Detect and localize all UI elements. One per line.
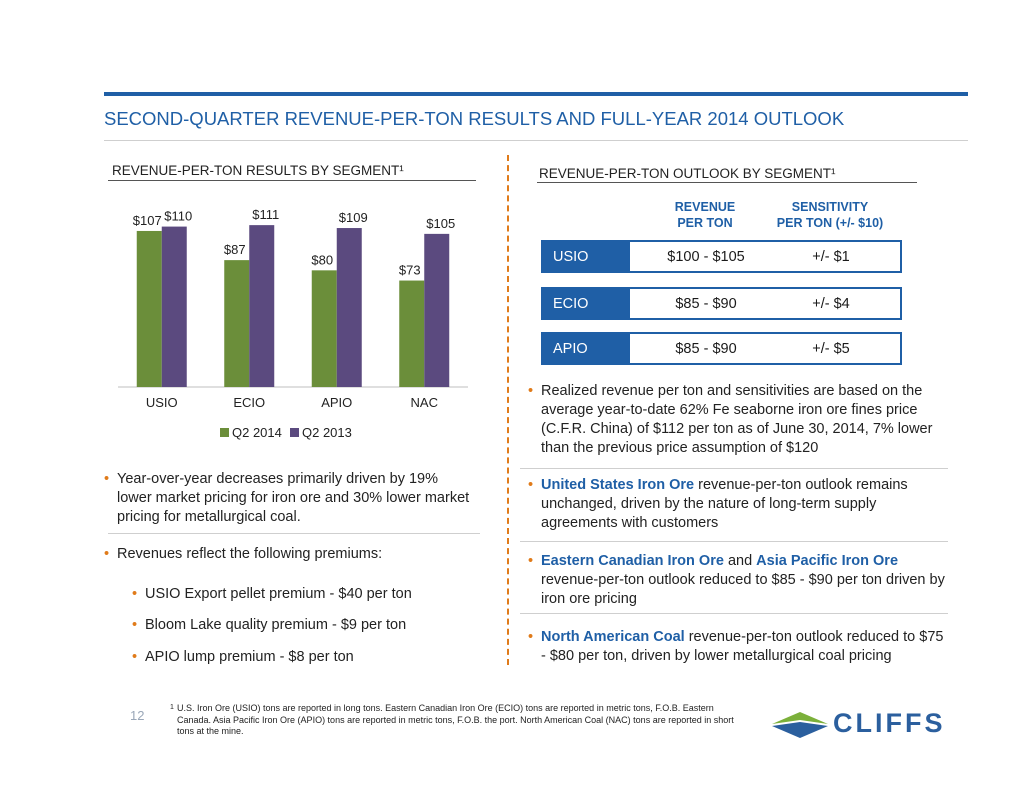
revenue-range: $85 - $90 — [675, 295, 737, 312]
bullet-dot: • — [528, 629, 534, 645]
right-section-heading: REVENUE-PER-TON OUTLOOK BY SEGMENT¹ — [539, 166, 836, 181]
revenue-range: $100 - $105 — [667, 248, 745, 265]
bar-apio-q2-2013 — [336, 228, 362, 387]
data-label: $107 — [133, 213, 162, 228]
sensitivity-value: +/- $1 — [812, 248, 850, 265]
and-text: and — [723, 553, 757, 569]
bullet-dot: • — [104, 546, 110, 562]
left-bullet-rule — [108, 533, 480, 534]
right-bullet-4-text: revenue-per-ton outlook reduced to $75 -… — [541, 629, 944, 664]
col-head-revenue: REVENUE PER TON — [674, 200, 736, 230]
revenue-per-ton-bar-chart: $107 $110 USIO $87 $111 ECIO $80 $109 APIO $73 $10… — [118, 207, 468, 440]
footnote-text: U.S. Iron Ore (USIO) tons are reported i… — [177, 703, 734, 736]
right-bullet-2-text: revenue-per-ton outlook remains unchange… — [541, 477, 908, 531]
top-accent-bar — [104, 92, 968, 96]
revenue-range: $85 - $90 — [675, 340, 737, 357]
data-label: $109 — [339, 210, 368, 225]
sensitivity-value: +/- $4 — [812, 295, 850, 312]
ecio-highlight: Eastern Canadian Iron Ore — [541, 553, 724, 569]
data-label: $105 — [426, 216, 455, 231]
bar-ecio-q2-2013 — [249, 225, 275, 387]
x-tick-label: ECIO — [233, 395, 265, 410]
bar-ecio-q2-2014 — [224, 260, 250, 387]
right-rule-2 — [520, 541, 948, 542]
cliffs-logo-mark — [772, 712, 828, 738]
legend-swatch — [220, 428, 229, 437]
bullet-dot: • — [528, 477, 534, 493]
left-bullet-2-text: Revenues reflect the following premiums: — [117, 546, 383, 562]
premium-item-text: Bloom Lake quality premium - $9 per ton — [145, 617, 407, 633]
left-section-heading: REVENUE-PER-TON RESULTS BY SEGMENT¹ — [112, 163, 404, 178]
segment-label: USIO — [541, 240, 630, 273]
outlook-row-apio: APIO $85 - $90 +/- $5 — [541, 332, 902, 365]
data-label: $73 — [399, 263, 421, 278]
bullet-dot: • — [132, 649, 138, 665]
legend-swatch — [290, 428, 299, 437]
x-tick-label: NAC — [411, 395, 438, 410]
data-label: $87 — [224, 242, 246, 257]
bullet-dot: • — [132, 586, 138, 602]
right-bullet-2: • United States Iron Ore revenue-per-ton… — [528, 476, 946, 533]
right-bullet-3-text: revenue-per-ton outlook reduced to $85 -… — [541, 572, 945, 607]
segment-label: ECIO — [541, 287, 630, 320]
premium-item-bloom-lake: • Bloom Lake quality premium - $9 per to… — [132, 616, 465, 635]
left-heading-rule — [108, 180, 476, 181]
right-rule-3 — [520, 613, 948, 614]
right-heading-rule — [537, 182, 917, 183]
bullet-dot: • — [528, 553, 534, 569]
bullet-dot: • — [528, 383, 534, 399]
page-number: 12 — [130, 708, 145, 723]
bar-usio-q2-2013 — [161, 226, 187, 387]
left-bullet-1: • Year-over-year decreases primarily dri… — [104, 470, 472, 527]
footnote: 1 U.S. Iron Ore (USIO) tons are reported… — [170, 703, 740, 738]
legend-label: Q2 2014 — [232, 425, 282, 440]
page-title: SECOND-QUARTER REVENUE-PER-TON RESULTS A… — [104, 108, 845, 129]
cliffs-logo-text: CLIFFS — [833, 708, 946, 738]
outlook-row-ecio: ECIO $85 - $90 +/- $4 — [541, 287, 902, 320]
premium-item-text: APIO lump premium - $8 per ton — [145, 649, 354, 665]
footnote-marker: 1 — [170, 704, 174, 711]
premium-item-text: USIO Export pellet premium - $40 per ton — [145, 586, 412, 602]
right-bullet-3: • Eastern Canadian Iron Ore and Asia Pac… — [528, 552, 946, 609]
x-tick-label: APIO — [321, 395, 352, 410]
x-tick-label: USIO — [146, 395, 178, 410]
left-bullet-1-text: Year-over-year decreases primarily drive… — [117, 471, 470, 525]
right-bullet-1-text: Realized revenue per ton and sensitiviti… — [541, 383, 933, 456]
col-head-sensitivity: SENSITIVITY PER TON (+/- $10) — [776, 200, 884, 230]
data-label: $111 — [252, 207, 279, 222]
section-divider — [507, 155, 509, 665]
left-bullet-2: • Revenues reflect the following premium… — [104, 545, 472, 564]
nac-highlight: North American Coal — [541, 629, 685, 645]
bullet-dot: • — [104, 471, 110, 487]
apio-highlight: Asia Pacific Iron Ore — [756, 553, 899, 569]
title-rule — [104, 140, 968, 141]
bar-nac-q2-2014 — [399, 280, 425, 387]
right-rule-1 — [520, 468, 948, 469]
premium-item-usio: • USIO Export pellet premium - $40 per t… — [132, 585, 465, 604]
data-label: $80 — [311, 252, 333, 267]
segment-label: APIO — [541, 332, 630, 365]
usio-highlight: United States Iron Ore — [541, 477, 695, 493]
bullet-dot: • — [132, 617, 138, 633]
bar-usio-q2-2014 — [136, 230, 162, 387]
right-bullet-4: • North American Coal revenue-per-ton ou… — [528, 628, 946, 666]
bar-nac-q2-2013 — [424, 233, 450, 387]
premium-item-apio: • APIO lump premium - $8 per ton — [132, 648, 465, 667]
right-bullet-1: • Realized revenue per ton and sensitivi… — [528, 382, 946, 458]
sensitivity-value: +/- $5 — [812, 340, 850, 357]
data-label: $110 — [164, 209, 192, 224]
outlook-row-usio: USIO $100 - $105 +/- $1 — [541, 240, 902, 273]
legend-label: Q2 2013 — [302, 425, 352, 440]
bar-apio-q2-2014 — [311, 270, 337, 387]
